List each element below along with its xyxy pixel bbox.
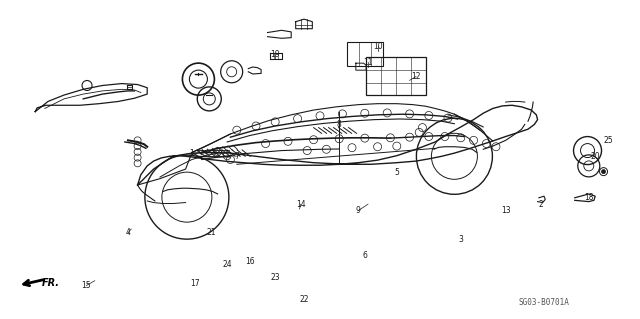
Text: 3: 3 [458,235,463,244]
Text: 5: 5 [394,168,399,177]
Text: 10: 10 [372,42,383,51]
Text: 8: 8 [337,120,342,129]
Text: 19: 19 [270,50,280,59]
Text: 2: 2 [538,200,543,209]
Text: SG03-B0701A: SG03-B0701A [518,298,569,307]
Text: 11: 11 [364,58,372,67]
Text: 21: 21 [207,228,216,237]
Text: 12: 12 [412,72,420,81]
Text: 23: 23 [270,273,280,282]
Circle shape [602,170,605,174]
Text: 20: 20 [590,152,600,161]
Text: 1: 1 [189,149,195,158]
Text: 9: 9 [356,206,361,215]
Text: 7: 7 [234,152,239,161]
Text: 4: 4 [125,228,131,237]
Text: 14: 14 [296,200,306,209]
Text: FR.: FR. [42,278,60,288]
Text: 13: 13 [500,206,511,215]
Text: 17: 17 [190,279,200,288]
Text: 15: 15 [81,281,92,290]
Text: 22: 22 [300,295,308,304]
Text: 6: 6 [362,251,367,260]
Text: 25: 25 [603,136,613,145]
Text: 16: 16 [244,257,255,266]
Text: 18: 18 [584,193,593,202]
Text: 24: 24 [222,260,232,269]
